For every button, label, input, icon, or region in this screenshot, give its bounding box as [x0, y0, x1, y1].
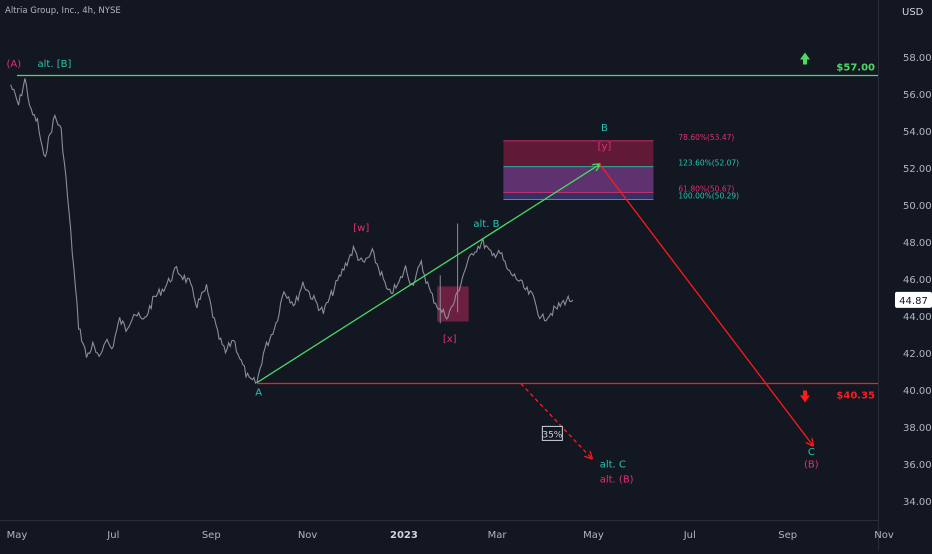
wave-label: (A) — [7, 59, 22, 70]
y-tick-label: 50.00 — [903, 201, 932, 212]
wave-label: alt. [B] — [38, 59, 72, 70]
last-price-label: 44.87 — [899, 296, 928, 307]
fib-level-label: 123.60%(52.07) — [678, 159, 739, 168]
fib-level-label: 100.00%(50.29) — [678, 192, 739, 201]
symbol-title: Altria Group, Inc., 4h, NYSE — [5, 6, 121, 16]
wave-label: alt. C — [600, 460, 626, 471]
arrow-up-icon — [800, 52, 810, 65]
wave-label: C — [808, 447, 815, 458]
y-tick-label: 58.00 — [903, 53, 932, 64]
y-tick-label: 36.00 — [903, 460, 932, 471]
x-tick-label: Jul — [683, 530, 696, 541]
x-tick-label: 2023 — [390, 530, 418, 541]
level-label: $40.35 — [836, 391, 875, 402]
last-price-tag — [895, 291, 932, 308]
x-tick-label: Mar — [488, 530, 508, 541]
price-series-line — [10, 78, 574, 384]
level-label: $57.00 — [836, 63, 875, 74]
wave-label: alt. (B) — [600, 475, 634, 486]
wave-label: (B) — [804, 460, 819, 471]
arrow-down-icon — [800, 390, 810, 403]
fib-level-label: 78.60%(53.47) — [678, 133, 734, 142]
consolidation-box — [437, 286, 469, 322]
wave-label: [x] — [443, 334, 457, 345]
currency-label: USD — [902, 7, 924, 18]
x-tick-label: Nov — [298, 530, 318, 541]
x-tick-label: Nov — [874, 530, 894, 541]
probability-label: 35% — [542, 430, 562, 440]
wave-label: B — [601, 123, 608, 134]
y-tick-label: 42.00 — [903, 349, 932, 360]
probability-box — [541, 425, 563, 441]
alternate-path-arrow — [520, 383, 592, 459]
wave-label: [w] — [353, 223, 369, 234]
y-tick-label: 34.00 — [903, 497, 932, 508]
wave-label: [y] — [598, 142, 612, 153]
wave-path-arrow — [599, 163, 813, 445]
y-tick-label: 54.00 — [903, 127, 932, 138]
y-tick-label: 40.00 — [903, 386, 932, 397]
y-tick-label: 38.00 — [903, 423, 932, 434]
y-tick-label: 56.00 — [903, 90, 932, 101]
fib-level-label: 61.80%(50.67) — [678, 185, 734, 194]
wave-label: A — [255, 388, 262, 399]
x-tick-label: Sep — [202, 530, 221, 541]
y-tick-label: 52.00 — [903, 164, 932, 175]
y-tick-label: 44.00 — [903, 312, 932, 323]
x-tick-label: May — [583, 530, 604, 541]
y-tick-label: 48.00 — [903, 238, 932, 249]
x-tick-label: Jul — [106, 530, 119, 541]
x-tick-label: May — [7, 530, 28, 541]
x-tick-label: Sep — [778, 530, 797, 541]
wave-label: alt. B — [473, 219, 499, 230]
y-tick-label: 46.00 — [903, 275, 932, 286]
fib-zone-inner — [503, 166, 654, 200]
wave-path-arrow — [256, 164, 600, 384]
